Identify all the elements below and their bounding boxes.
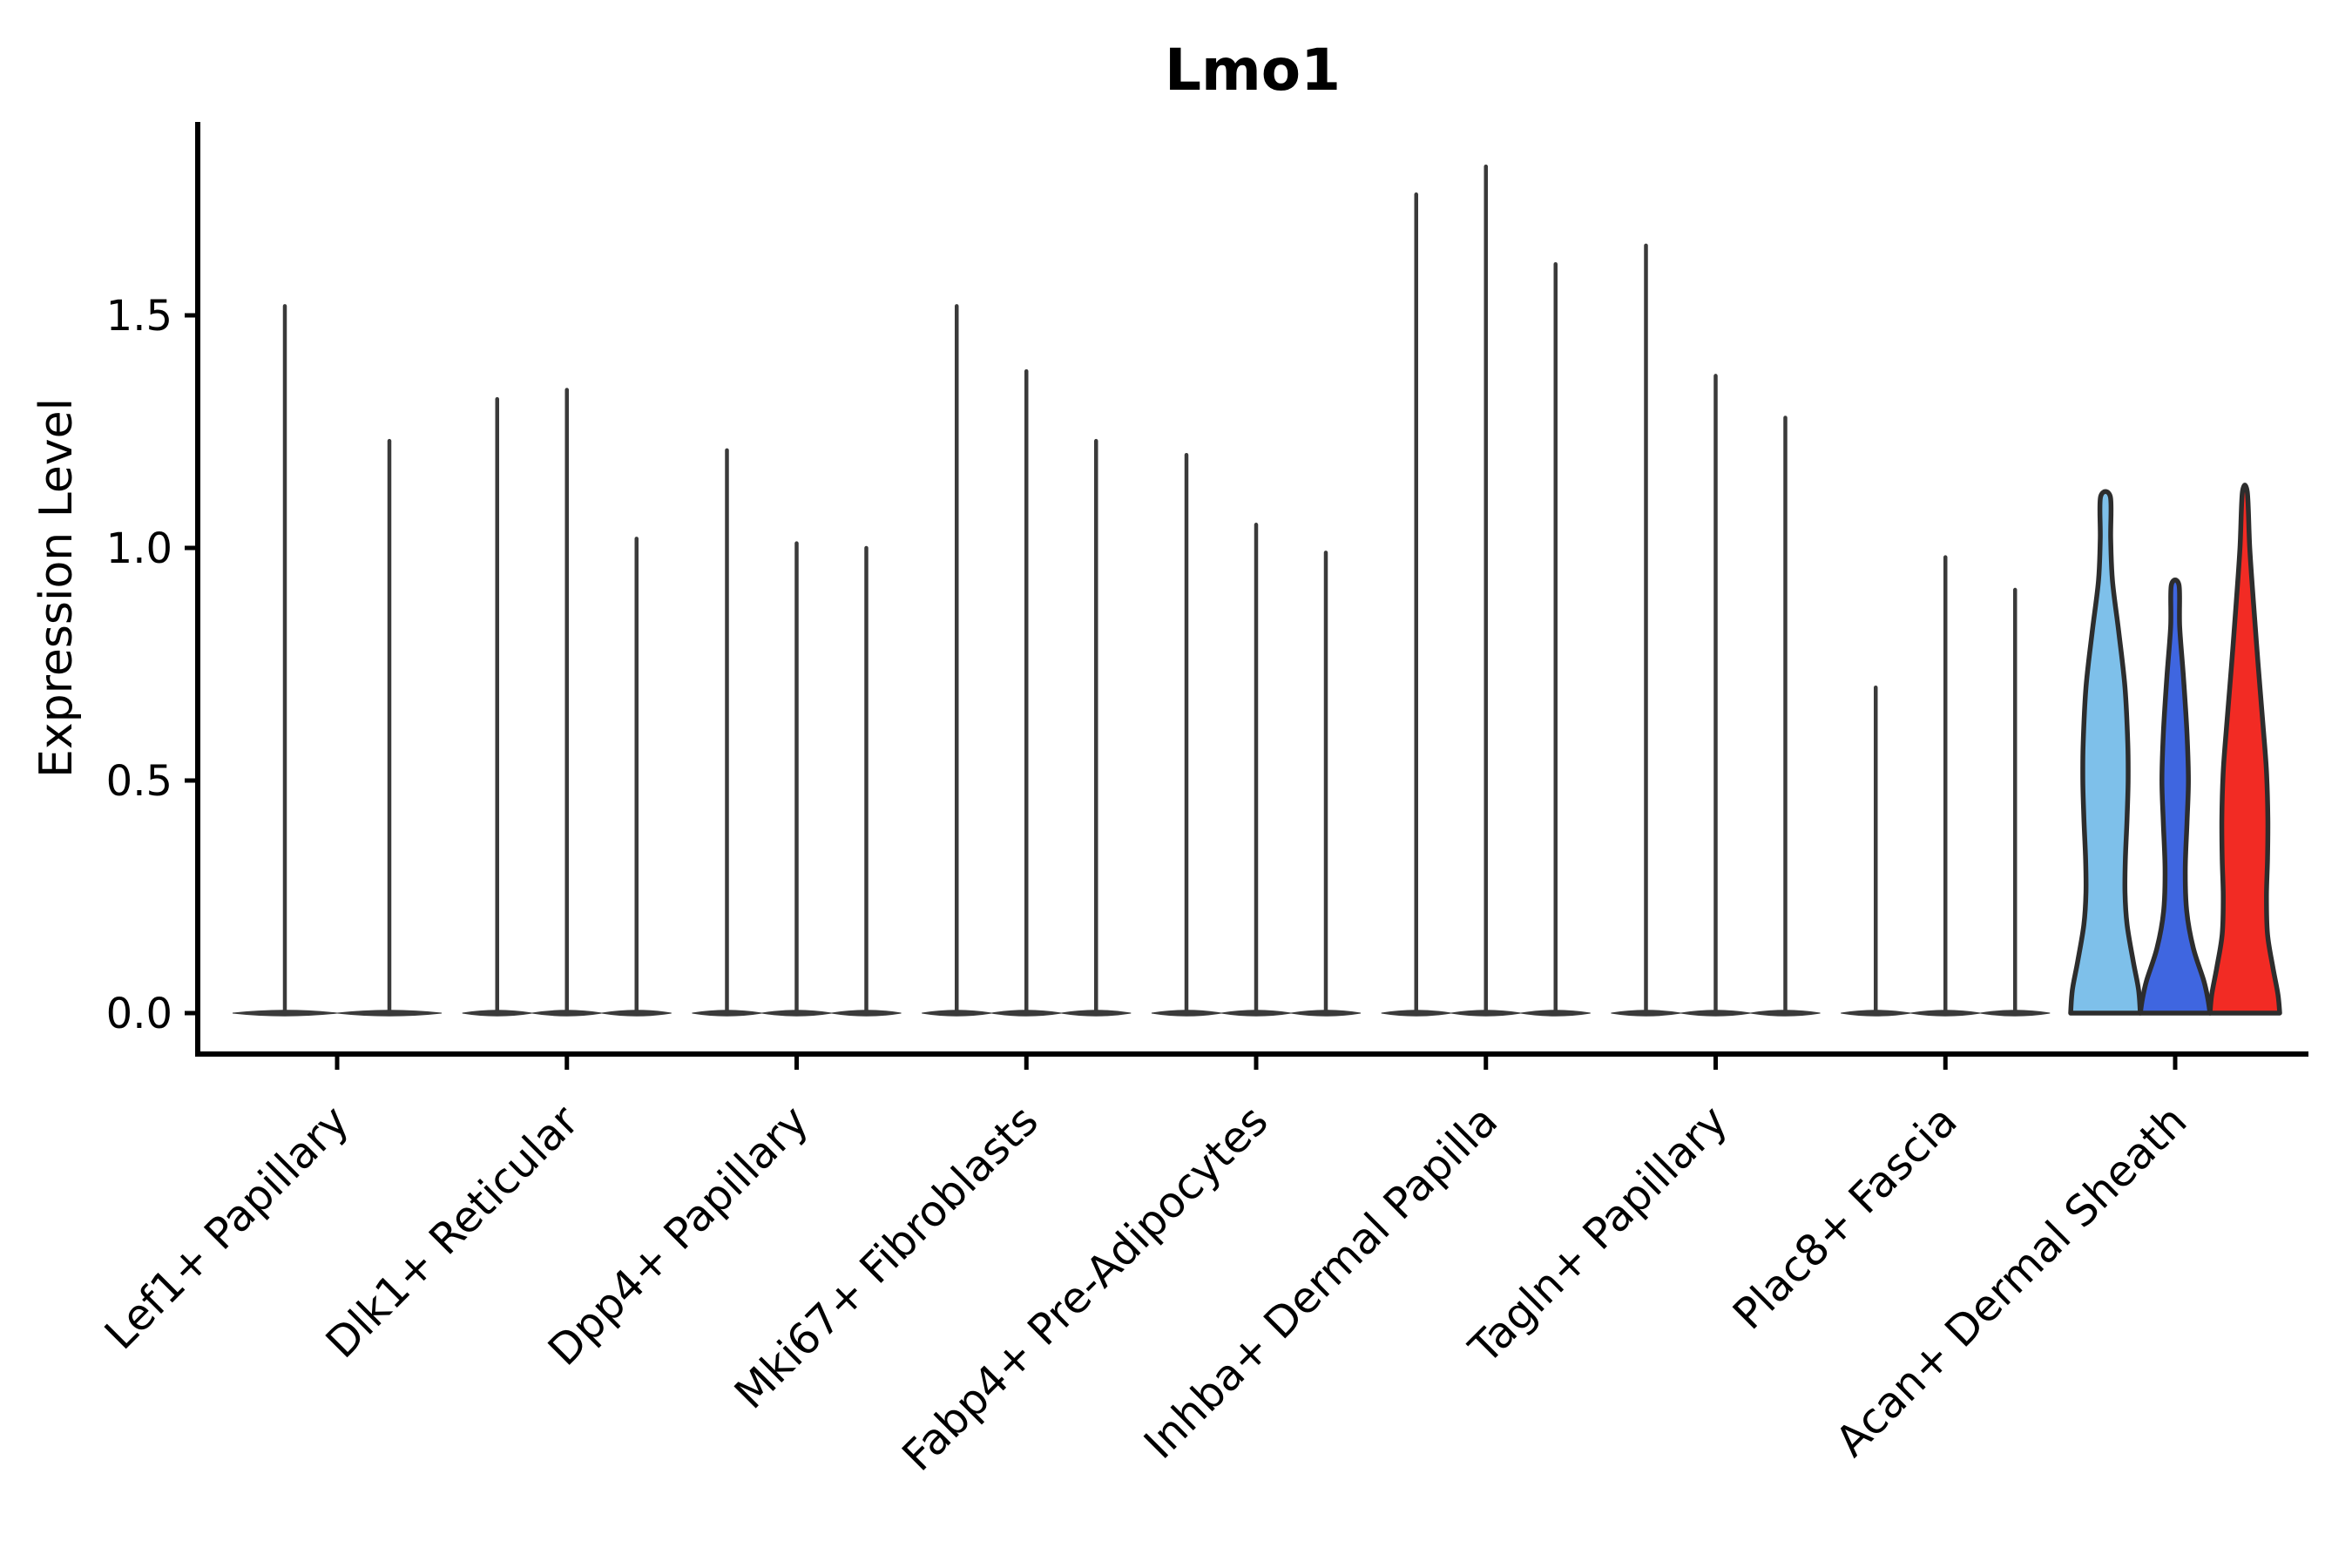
- x-tick-label: Lef1+ Papillary: [95, 1096, 358, 1359]
- x-tick-label: Tagln+ Papillary: [1459, 1096, 1737, 1374]
- y-tick-label: 1.5: [106, 292, 172, 341]
- x-tick-label: Fabp4+ Pre-Adipocytes: [893, 1096, 1278, 1481]
- chart-title: Lmo1: [1165, 37, 1341, 104]
- y-axis-label: Expression Level: [30, 398, 83, 778]
- violin-filled: [2138, 578, 2213, 1016]
- x-tick-label: Dlk1+ Reticular: [316, 1096, 589, 1369]
- y-tick-label: 0.0: [106, 990, 172, 1038]
- y-tick-label: 0.5: [106, 757, 172, 806]
- y-tick-label: 1.0: [106, 524, 172, 573]
- x-tick-label: Plac8+ Fascia: [1724, 1096, 1967, 1339]
- violin-filled: [2207, 483, 2282, 1016]
- violin-filled: [2068, 489, 2143, 1016]
